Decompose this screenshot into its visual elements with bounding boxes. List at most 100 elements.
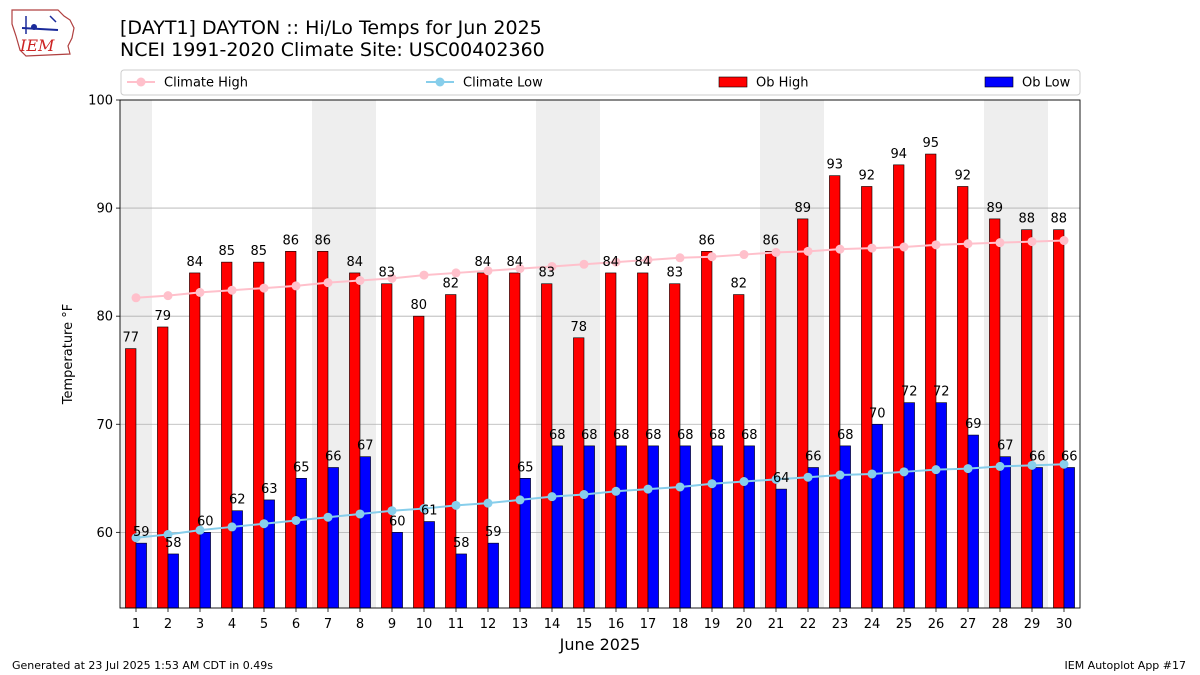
x-tick-label: 5 [260,617,268,632]
x-tick-label: 13 [512,617,529,632]
legend-swatch [984,76,1014,88]
x-tick-label: 3 [196,617,204,632]
y-tick-label: 70 [96,418,113,433]
label-ob-low: 58 [453,536,470,551]
climate-low-point [1027,460,1037,470]
label-ob-high: 80 [410,298,427,313]
label-ob-high: 84 [474,255,491,270]
climate-low-point [867,469,877,479]
bar-ob-high [573,337,585,609]
bar-ob-low [455,553,467,609]
y-tick-label: 80 [96,310,113,325]
bar-ob-low [999,456,1011,609]
climate-high-point [227,285,237,295]
climate-low-point [963,464,973,474]
bar-ob-high [317,251,329,609]
legend-label: Climate Low [463,76,543,91]
label-ob-low: 68 [581,428,598,443]
label-ob-high: 83 [378,266,395,281]
plot-frame [119,99,1081,609]
label-ob-low: 65 [517,460,534,475]
x-tick-label: 28 [992,617,1009,632]
bar-ob-low [775,488,787,609]
label-ob-low: 66 [325,449,342,464]
climate-low-point [899,467,909,477]
label-ob-low: 67 [357,439,374,454]
label-ob-high: 77 [122,331,139,346]
label-ob-low: 68 [645,428,662,443]
label-ob-low: 68 [677,428,694,443]
climate-high-point [131,293,141,303]
label-ob-low: 66 [1029,449,1046,464]
bar-ob-high [925,153,937,609]
bar-ob-low [551,445,563,609]
label-ob-high: 88 [1018,212,1035,227]
climate-high-point [579,259,589,269]
x-tick-label: 14 [544,617,561,632]
climate-high-point [931,240,941,250]
x-tick-label: 27 [960,617,977,632]
climate-low-line [135,463,1065,539]
label-ob-low: 59 [133,525,150,540]
bar-ob-low [743,445,755,609]
climate-high-point [643,255,653,265]
label-ob-low: 60 [389,514,406,529]
label-ob-low: 68 [549,428,566,443]
bar-ob-low [199,532,211,609]
x-tick-label: 18 [672,617,689,632]
legend-label: Ob Low [1022,76,1071,91]
x-tick-label: 20 [736,617,753,632]
label-ob-low: 64 [773,471,790,486]
label-ob-low: 72 [933,385,950,400]
bar-ob-low [967,434,979,609]
climate-high-point [547,261,557,271]
label-ob-low: 63 [261,482,278,497]
climate-high-point [611,257,621,267]
label-ob-high: 85 [250,244,267,259]
label-ob-low: 66 [1061,449,1078,464]
label-ob-high: 93 [826,158,843,173]
y-tick-label: 100 [88,94,113,109]
label-ob-high: 84 [506,255,523,270]
label-ob-low: 67 [997,439,1014,454]
label-ob-high: 78 [570,320,587,335]
bar-ob-low [807,467,819,609]
y-tick-label: 90 [96,202,113,217]
climate-low-point [675,482,685,492]
x-tick-label: 2 [164,617,172,632]
x-tick-label: 6 [292,617,300,632]
label-ob-high: 92 [858,168,875,183]
climate-low-point [259,519,269,529]
label-ob-high: 88 [1050,212,1067,227]
bar-ob-low [871,423,883,609]
legend-label: Ob High [756,76,809,91]
label-ob-high: 83 [538,266,555,281]
bar-ob-low [903,402,915,609]
label-ob-high: 82 [442,277,459,292]
label-ob-low: 59 [485,525,502,540]
climate-high-point [1059,236,1069,246]
legend-label: Climate High [164,76,248,91]
climate-high-point [163,291,173,301]
climate-low-point [515,495,525,505]
climate-low-point [803,472,813,482]
climate-low-point [419,504,429,514]
label-ob-high: 85 [218,244,235,259]
climate-low-point [611,486,621,496]
label-ob-high: 92 [954,168,971,183]
bar-ob-low [295,477,307,609]
footer-app-id: IEM Autoplot App #17 [1064,659,1187,672]
x-tick-label: 25 [896,617,913,632]
bar-ob-low [839,445,851,609]
label-ob-low: 61 [421,504,438,519]
bar-ob-high [509,272,521,609]
climate-low-point [483,498,493,508]
climate-high-point [355,276,365,286]
climate-high-point [483,266,493,276]
climate-low-point [835,470,845,480]
bar-ob-high [157,326,169,609]
label-ob-low: 66 [805,449,822,464]
climate-high-point [739,250,749,260]
label-ob-high: 86 [314,233,331,248]
